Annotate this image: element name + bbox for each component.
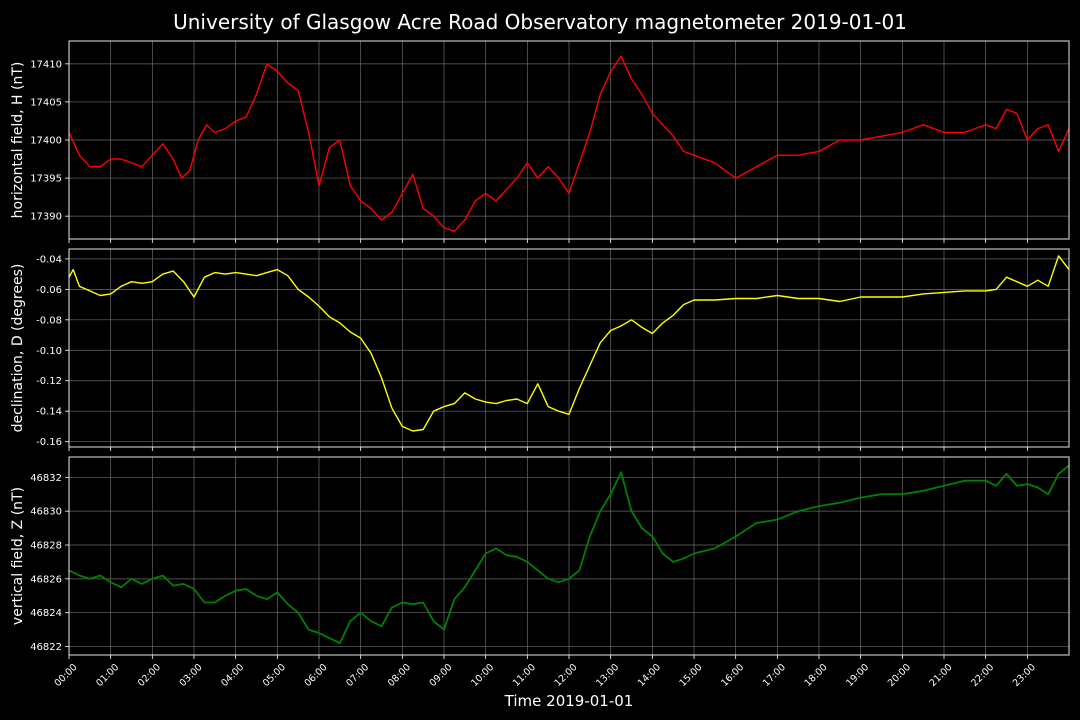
figure-title: University of Glasgow Acre Road Observat… (173, 10, 907, 34)
x-tick-label: 14:00 (636, 662, 663, 689)
x-axis-label: Time 2019-01-01 (504, 692, 634, 710)
y-tick-label: -0.16 (36, 437, 62, 448)
x-tick-label: 08:00 (386, 662, 413, 689)
y-tick-label: 46828 (30, 541, 62, 552)
x-tick-label: 10:00 (469, 662, 496, 689)
y-tick-label: 46830 (30, 507, 62, 518)
x-tick-label: 02:00 (136, 662, 163, 689)
panel-vertical-field: 46822 46824 46826 46828 46830 46832 vertical f… (10, 456, 1070, 689)
plot-frame (68, 40, 1070, 240)
x-tick-label: 07:00 (344, 662, 371, 689)
y-tick-label: 17400 (30, 136, 62, 147)
x-tick-label: 13:00 (594, 662, 621, 689)
y-tick-label: 46822 (30, 642, 62, 653)
y-tick-label: 46824 (30, 608, 62, 619)
x-tick-label: 06:00 (303, 662, 330, 689)
x-tick-label: 09:00 (428, 662, 455, 689)
y-tick-label: -0.12 (36, 376, 62, 387)
series-line-declination (68, 255, 1070, 432)
series-line-horizontal-field (68, 55, 1070, 233)
x-tick-label: 03:00 (178, 662, 205, 689)
x-tick-label: 20:00 (886, 662, 913, 689)
x-tick-label: 15:00 (678, 662, 705, 689)
y-tick-label: -0.10 (36, 346, 62, 357)
x-tick-label: 12:00 (553, 662, 580, 689)
y-tick-label: 17395 (30, 174, 62, 185)
y-tick-label: -0.06 (36, 285, 62, 296)
x-tick-label: 00:00 (53, 662, 80, 689)
plot-frame (68, 456, 1070, 656)
x-tick-label: 22:00 (969, 662, 996, 689)
y-axis-label: vertical field, Z (nT) (10, 487, 26, 625)
x-tick-label: 21:00 (928, 662, 955, 689)
y-axis-label: horizontal field, H (nT) (10, 62, 26, 219)
x-tick-label: 18:00 (803, 662, 830, 689)
plot-frame (68, 248, 1070, 448)
panel-horizontal-field: 17390 17395 17400 17405 17410 horizontal fiel… (10, 40, 1070, 243)
y-axis-label: declination, D (degrees) (10, 264, 26, 433)
x-tick-label: 19:00 (844, 662, 871, 689)
y-tick-label: 46832 (30, 473, 62, 484)
y-tick-label: -0.04 (36, 254, 62, 265)
y-tick-label: -0.14 (36, 407, 62, 418)
y-tick-label: 17405 (30, 97, 62, 108)
y-tick-label: 17410 (30, 59, 62, 70)
x-tick-label: 01:00 (94, 662, 121, 689)
x-tick-label: 11:00 (511, 662, 538, 689)
y-tick-label: -0.08 (36, 315, 62, 326)
x-tick-label: 05:00 (261, 662, 288, 689)
series-line-vertical-field (68, 464, 1070, 645)
y-tick-label: 46826 (30, 574, 62, 585)
y-tick-label: 17390 (30, 212, 62, 223)
x-tick-label: 16:00 (719, 662, 746, 689)
x-tick-label: 23:00 (1011, 662, 1038, 689)
panel-declination: -0.04 -0.06 -0.08 -0.10 -0.12 -0.14 -0.16 decli… (10, 248, 1070, 451)
x-tick-label: 17:00 (761, 662, 788, 689)
x-tick-label: 04:00 (219, 662, 246, 689)
